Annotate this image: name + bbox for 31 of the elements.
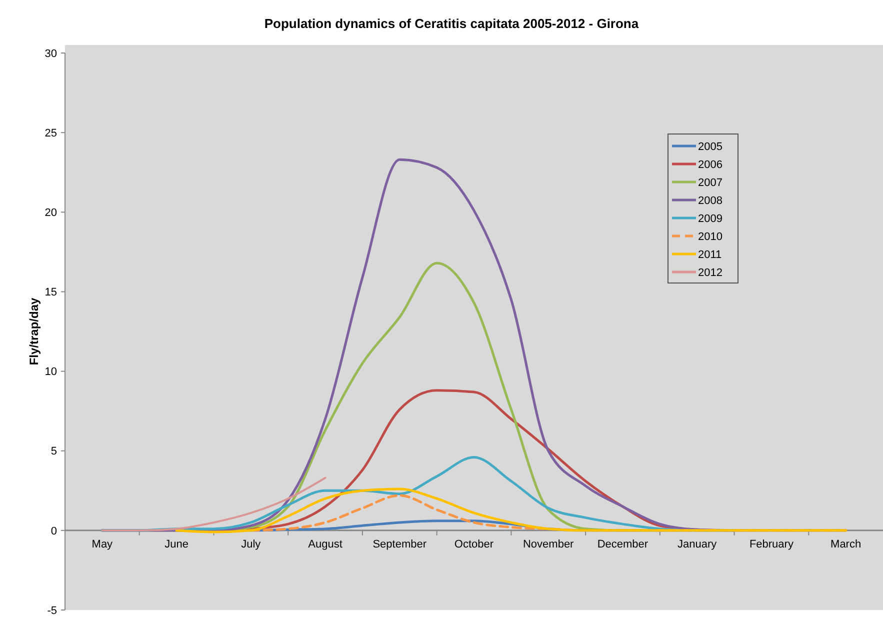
chart-title: Population dynamics of Ceratitis capitata 2005-2012 - Girona <box>264 16 640 31</box>
y-tick-label: 30 <box>44 48 57 60</box>
legend-label: 2012 <box>698 266 722 279</box>
x-tick-label: October <box>454 538 494 550</box>
x-tick-label: March <box>830 538 862 550</box>
legend-label: 2006 <box>698 158 722 171</box>
line-series <box>175 488 848 534</box>
legend-label: 2005 <box>698 140 722 153</box>
legend-label: 2011 <box>698 248 722 261</box>
x-tick-label: June <box>164 538 188 550</box>
legend-label: 2009 <box>698 212 722 225</box>
y-tick-label: 15 <box>44 286 57 299</box>
legend-label: 2007 <box>698 176 722 189</box>
legend-label: 2010 <box>698 230 722 243</box>
x-tick-label: December <box>597 538 648 550</box>
x-tick-label: January <box>678 538 718 550</box>
y-tick-label: 20 <box>44 206 57 219</box>
y-tick-label: 5 <box>50 446 57 458</box>
line-series <box>101 476 326 532</box>
x-tick-label: September <box>372 538 427 550</box>
x-tick-label: November <box>522 538 574 550</box>
y-tick-label: 25 <box>44 127 57 140</box>
y-tick-label: 10 <box>44 366 57 378</box>
legend-label: 2008 <box>698 194 722 207</box>
x-tick-label: February <box>749 538 794 550</box>
y-axis-title: Fly/trap/day <box>27 298 41 366</box>
y-tick-label: -5 <box>47 604 57 617</box>
y-tick-label: 0 <box>50 525 57 538</box>
x-tick-label: August <box>308 538 342 550</box>
x-tick-label: May <box>92 538 114 550</box>
x-tick-label: July <box>241 538 262 550</box>
